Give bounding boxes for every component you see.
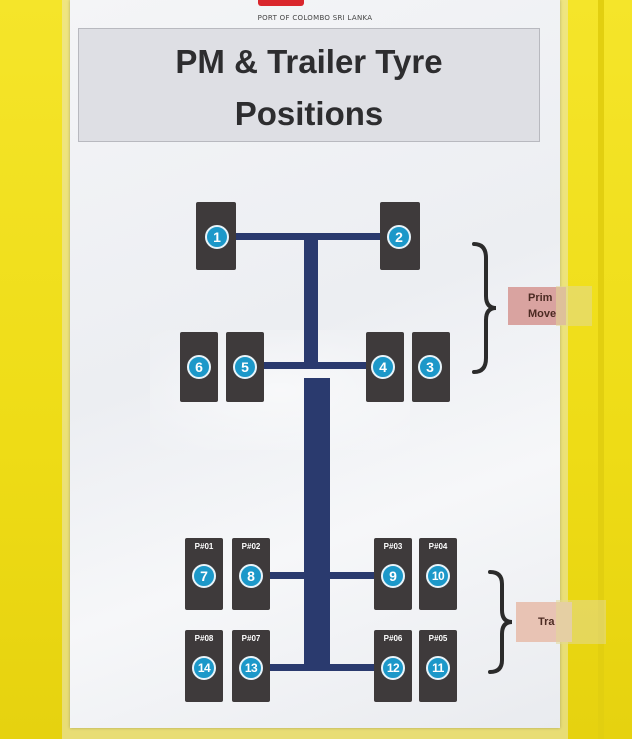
tyre-number-1: 1 [205, 225, 229, 249]
title-box: PM & Trailer Tyre Positions [78, 28, 540, 142]
trailer-brace [488, 570, 513, 674]
tape-strip-top [556, 286, 592, 326]
position-tag-p01: P#01 [194, 542, 214, 551]
tyre-number-7: 7 [192, 564, 216, 588]
tyre-number-14: 14 [192, 656, 216, 680]
tyre-number-9: 9 [381, 564, 405, 588]
position-tag-p08: P#08 [194, 634, 214, 643]
page-title-line-1: PM & Trailer Tyre [175, 43, 443, 80]
position-tag-p04: P#04 [428, 542, 448, 551]
page-title-line-2: Positions [234, 95, 384, 132]
tyre-number-8: 8 [239, 564, 263, 588]
position-tag-p06: P#06 [383, 634, 403, 643]
position-tag-p02: P#02 [241, 542, 261, 551]
port-name: PORT OF COLOMBO SRI LANKA [257, 14, 373, 22]
wall-seam [598, 0, 604, 739]
trailer-label-text: Tra [538, 616, 555, 628]
tyre-number-2: 2 [387, 225, 411, 249]
prime-mover-spine [304, 236, 318, 366]
tyre-number-13: 13 [239, 656, 263, 680]
position-tag-p05: P#05 [428, 634, 448, 643]
trailer-spine [304, 378, 330, 670]
prime-mover-label-line-1: Prim [528, 292, 553, 304]
prime-mover-label-line-2: Move [528, 308, 557, 320]
tyre-number-10: 10 [426, 564, 450, 588]
prime-mover-brace [472, 242, 497, 374]
tyre-number-11: 11 [426, 656, 450, 680]
tyre-number-6: 6 [187, 355, 211, 379]
position-tag-p03: P#03 [383, 542, 403, 551]
rear-drive-axle [262, 362, 366, 369]
tyre-number-3: 3 [418, 355, 442, 379]
tyre-number-5: 5 [233, 355, 257, 379]
tape-strip-bottom [556, 600, 606, 644]
trailer-axle-2 [268, 664, 378, 671]
port-logo [258, 0, 304, 6]
trailer-axle-1 [268, 572, 378, 579]
tyre-number-12: 12 [381, 656, 405, 680]
position-tag-p07: P#07 [241, 634, 261, 643]
tyre-number-4: 4 [371, 355, 395, 379]
